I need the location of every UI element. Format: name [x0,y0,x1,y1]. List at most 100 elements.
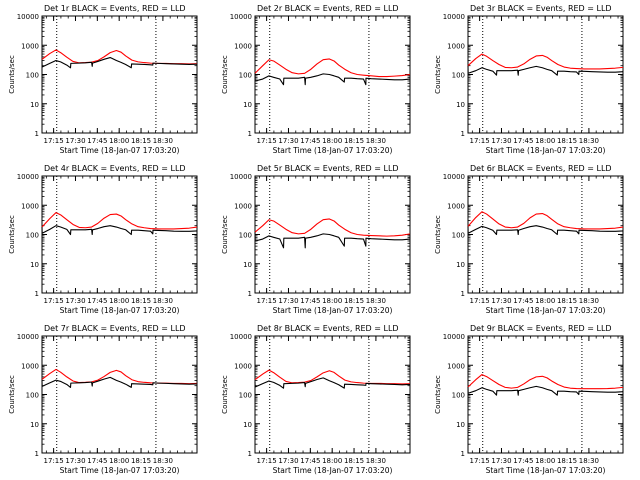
x-axis-label: Start Time (18-Jan-07 17:03:20) [60,306,180,315]
x-axis-label: Start Time (18-Jan-07 17:03:20) [60,146,180,155]
y-tick-label: 10000 [443,333,465,341]
x-tick-label: 18:00 [109,137,129,145]
y-tick-label: 10000 [230,333,252,341]
x-tick-label: 17:30 [65,137,85,145]
y-tick-label: 1 [35,290,39,298]
y-tick-label: 1 [248,290,252,298]
x-tick-label: 17:15 [470,137,490,145]
y-tick-label: 1000 [447,362,465,370]
y-tick-label: 10 [30,101,39,109]
chart-title: Det 5r BLACK = Events, RED = LLD [257,164,399,173]
x-tick-label: 18:00 [535,297,555,305]
x-tick-label: 18:15 [557,297,577,305]
y-tick-label: 10000 [17,173,39,181]
y-tick-label: 100 [452,72,465,80]
chart-title: Det 2r BLACK = Events, RED = LLD [257,4,399,13]
y-tick-label: 100 [452,232,465,240]
x-axis-label: Start Time (18-Jan-07 17:03:20) [486,466,606,475]
x-tick-label: 18:15 [344,137,364,145]
x-tick-label: 17:15 [44,297,64,305]
x-tick-label: 17:45 [87,457,107,465]
x-tick-label: 17:30 [278,297,298,305]
y-tick-label: 10 [30,261,39,269]
series-line-events [467,385,624,396]
y-tick-label: 10000 [443,13,465,21]
y-tick-label: 100 [26,392,39,400]
y-tick-label: 10000 [17,333,39,341]
x-tick-label: 17:30 [65,297,85,305]
x-tick-label: 18:15 [344,297,364,305]
y-tick-label: 10 [243,421,252,429]
x-tick-label: 17:45 [87,137,107,145]
x-axis-label: Start Time (18-Jan-07 17:03:20) [273,146,393,155]
chart-panel-4: Det 4r BLACK = Events, RED = LLD 1 10 100 10… [8,164,198,315]
series-line-events [41,225,198,236]
y-axis-label: Counts/sec [8,55,16,94]
series-line-events [41,56,198,69]
series-line-lld [254,58,411,78]
chart-panel-1: Det 1r BLACK = Events, RED = LLD 1 10 100 10… [8,4,198,155]
x-tick-label: 17:45 [513,297,533,305]
series-line-events [467,225,624,236]
y-tick-label: 1 [461,290,465,298]
x-tick-label: 17:15 [257,297,277,305]
x-tick-label: 17:30 [278,457,298,465]
x-tick-label: 17:45 [300,137,320,145]
y-tick-label: 1000 [447,202,465,210]
x-tick-label: 17:15 [470,457,490,465]
y-tick-label: 100 [239,72,252,80]
x-tick-label: 17:45 [300,297,320,305]
chart-panel-2: Det 2r BLACK = Events, RED = LLD 1 10 100 10… [221,4,411,155]
y-tick-label: 1000 [234,42,252,50]
chart-panel-5: Det 5r BLACK = Events, RED = LLD 1 10 100 10… [221,164,411,315]
x-tick-label: 17:15 [44,457,64,465]
y-tick-label: 100 [26,232,39,240]
x-tick-label: 17:45 [300,457,320,465]
x-tick-label: 18:15 [344,457,364,465]
x-tick-label: 17:30 [491,457,511,465]
x-tick-label: 17:45 [513,137,533,145]
y-tick-label: 100 [239,232,252,240]
x-tick-label: 17:30 [278,137,298,145]
x-tick-label: 18:15 [557,137,577,145]
chart-title: Det 6r BLACK = Events, RED = LLD [470,164,612,173]
series-line-events [254,377,411,389]
y-tick-label: 1 [461,450,465,458]
y-tick-label: 10 [456,101,465,109]
series-line-events [41,376,198,388]
x-tick-label: 18:30 [366,457,386,465]
x-tick-label: 18:30 [366,297,386,305]
y-tick-label: 1000 [234,202,252,210]
x-tick-label: 18:00 [109,297,129,305]
y-tick-label: 100 [26,72,39,80]
y-tick-label: 10000 [443,173,465,181]
x-tick-label: 17:15 [44,137,64,145]
series-line-events [254,232,411,249]
x-tick-label: 18:30 [579,297,599,305]
y-axis-label: Counts/sec [434,215,442,254]
x-tick-label: 17:15 [257,137,277,145]
x-axis-label: Start Time (18-Jan-07 17:03:20) [273,306,393,315]
chart-title: Det 8r BLACK = Events, RED = LLD [257,324,399,333]
y-tick-label: 10 [243,261,252,269]
x-tick-label: 17:30 [65,457,85,465]
x-axis-label: Start Time (18-Jan-07 17:03:20) [486,306,606,315]
x-tick-label: 18:00 [322,457,342,465]
x-tick-label: 17:30 [491,137,511,145]
chart-panel-6: Det 6r BLACK = Events, RED = LLD 1 10 100 10… [434,164,624,315]
series-line-events [254,73,411,86]
y-tick-label: 1000 [447,42,465,50]
x-tick-label: 18:30 [579,457,599,465]
y-tick-label: 100 [452,392,465,400]
chart-panel-9: Det 9r BLACK = Events, RED = LLD 1 10 100 10… [434,324,624,475]
x-tick-label: 17:30 [491,297,511,305]
x-tick-label: 18:15 [131,137,151,145]
series-line-lld [467,211,624,230]
x-tick-label: 18:00 [535,457,555,465]
x-tick-label: 18:15 [131,457,151,465]
x-tick-label: 18:15 [557,457,577,465]
y-tick-label: 1 [461,130,465,138]
x-tick-label: 17:15 [470,297,490,305]
y-axis-label: Counts/sec [221,375,229,414]
